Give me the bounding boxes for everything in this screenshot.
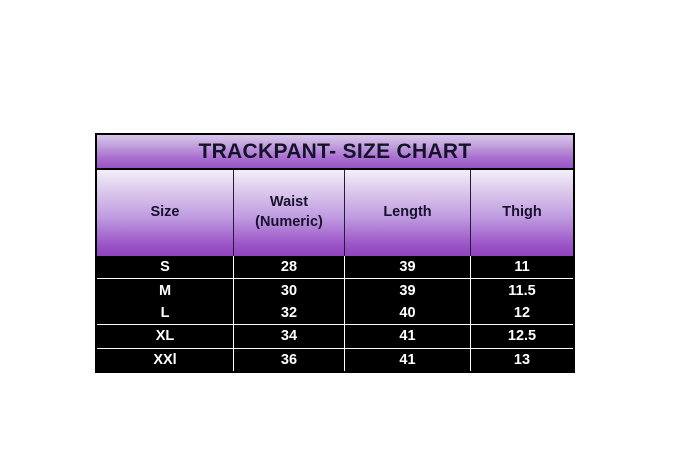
cell-size: S: [97, 256, 234, 279]
table-row: XXl 36 41 13: [97, 347, 573, 372]
column-header-waist: Waist (Numeric): [234, 170, 345, 256]
table-row: M 30 39 11.5: [97, 278, 573, 302]
table-row: S 28 39 11: [97, 256, 573, 279]
table-row: XL 34 41 12.5: [97, 324, 573, 348]
column-header-length-label: Length: [383, 204, 432, 221]
cell-length: 40: [345, 301, 471, 325]
column-header-waist-sublabel: (Numeric): [255, 214, 323, 230]
column-header-thigh: Thigh: [471, 170, 573, 256]
cell-length: 41: [345, 325, 471, 348]
cell-size: XXl: [97, 348, 234, 372]
cell-size: M: [97, 279, 234, 302]
cell-thigh: 11.5: [508, 282, 536, 299]
cell-thigh: 13: [513, 351, 531, 368]
size-chart-table: TRACKPANT- SIZE CHART Size Waist (Numeri…: [95, 133, 575, 373]
cell-thigh: 12: [513, 305, 531, 322]
table-header-row: Size Waist (Numeric) Length Thigh: [97, 170, 573, 256]
cell-thigh: 12.5: [507, 328, 537, 345]
cell-waist: 34: [234, 325, 345, 348]
cell-waist: 32: [234, 301, 345, 325]
column-header-waist-label: Waist: [269, 194, 309, 211]
cell-size: XL: [97, 325, 234, 348]
cell-length: 39: [345, 256, 471, 279]
cell-waist: 28: [234, 256, 345, 279]
column-header-size: Size: [97, 170, 234, 256]
cell-waist: 36: [234, 348, 345, 372]
cell-thigh: 11: [514, 259, 530, 276]
column-header-size-label: Size: [150, 204, 180, 221]
cell-length: 41: [345, 348, 471, 372]
chart-title-band: TRACKPANT- SIZE CHART: [97, 135, 573, 170]
chart-title: TRACKPANT- SIZE CHART: [198, 139, 472, 163]
table-row: L 32 40 12: [97, 301, 573, 325]
column-header-length: Length: [345, 170, 471, 256]
cell-length: 39: [345, 279, 471, 302]
table-body: S 28 39 11 M 30 39 11.5 L 32 40 12 XL 34…: [97, 256, 573, 372]
cell-size: L: [97, 301, 234, 325]
cell-waist: 30: [234, 279, 345, 302]
column-header-thigh-label: Thigh: [502, 204, 542, 221]
